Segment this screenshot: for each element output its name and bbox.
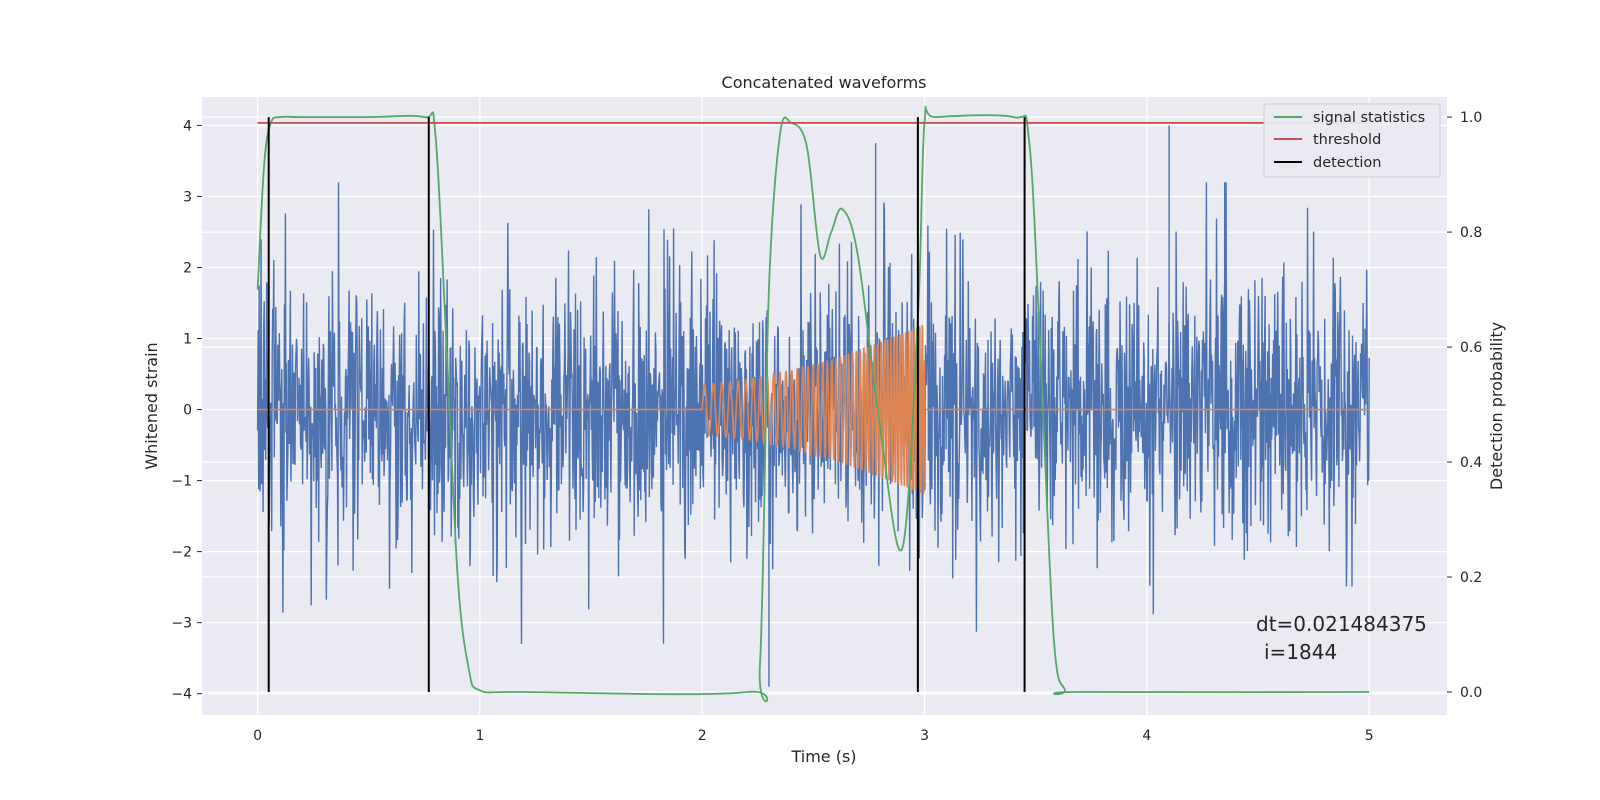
right-y-tick-label: 0.4	[1460, 455, 1482, 471]
signal-statistics-line	[256, 105, 1370, 703]
x-tick-label: 1	[475, 728, 484, 744]
legend: signal statistics threshold detection	[1263, 103, 1441, 178]
x-tick-label: 5	[1365, 728, 1374, 744]
y-axis-label: Whitened strain	[142, 342, 161, 469]
legend-box	[1263, 103, 1441, 178]
x-tick-label: 4	[1142, 728, 1151, 744]
annotation-dt: dt=0.021484375	[1256, 612, 1427, 636]
legend-label-detection: detection	[1313, 155, 1381, 171]
x-tick-labels: 0 1 2 3 4 5	[253, 728, 1374, 744]
right-y-tick-label: 0.2	[1460, 570, 1482, 586]
right-y-tick-label: 1.0	[1460, 110, 1482, 126]
y-tick-label: −3	[171, 616, 192, 632]
x-tick-label: 0	[253, 728, 262, 744]
chart-title: Concatenated waveforms	[722, 73, 927, 92]
y-tick-label: −2	[171, 545, 192, 561]
y-tick-label: −4	[171, 687, 192, 703]
x-tick-label: 2	[698, 728, 707, 744]
series-layer	[256, 105, 1370, 703]
y-tick-labels: −4 −3 −2 −1 0 1 2 3 4	[171, 118, 202, 703]
y-tick-label: 4	[183, 118, 192, 134]
y-tick-label: −1	[171, 474, 192, 490]
x-axis-label: Time (s)	[790, 747, 856, 766]
right-y-tick-label: 0.8	[1460, 225, 1482, 241]
right-y-tick-labels: 0.0 0.2 0.4 0.6 0.8 1.0	[1447, 110, 1482, 701]
y-tick-label: 2	[183, 260, 192, 276]
legend-label-threshold: threshold	[1313, 132, 1381, 148]
y-tick-label: 0	[183, 403, 192, 419]
injection-series-line	[257, 325, 1370, 495]
right-y-axis-label: Detection probability	[1487, 322, 1506, 490]
right-y-tick-label: 0.6	[1460, 340, 1482, 356]
legend-label-signal-statistics: signal statistics	[1313, 110, 1425, 126]
y-tick-label: 1	[183, 332, 192, 348]
y-tick-label: 3	[183, 189, 192, 205]
right-y-tick-label: 0.0	[1460, 685, 1482, 701]
x-tick-label: 3	[920, 728, 929, 744]
annotation-index: i=1844	[1264, 640, 1337, 664]
